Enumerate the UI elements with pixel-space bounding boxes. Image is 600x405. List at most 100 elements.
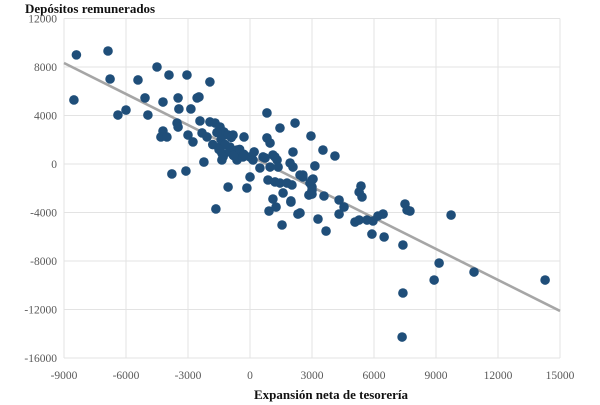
y-tick-label: 12000 bbox=[28, 14, 57, 26]
y-tick-label: -8000 bbox=[30, 256, 57, 268]
data-point bbox=[288, 162, 298, 172]
data-point bbox=[540, 275, 550, 285]
data-point bbox=[162, 132, 172, 142]
data-point bbox=[318, 145, 328, 155]
data-point bbox=[239, 132, 249, 142]
data-point bbox=[268, 194, 278, 204]
data-point bbox=[195, 116, 205, 126]
data-point bbox=[228, 150, 239, 161]
data-point bbox=[182, 70, 192, 80]
data-point bbox=[339, 202, 349, 212]
data-point bbox=[405, 206, 415, 216]
data-point bbox=[265, 162, 275, 172]
data-point bbox=[121, 105, 131, 115]
data-point bbox=[306, 131, 316, 141]
data-point bbox=[354, 215, 364, 225]
x-tick-label: 6000 bbox=[363, 370, 386, 382]
data-point bbox=[330, 151, 340, 161]
y-axis-ticks: 12000 8000 4000 0 -4000 -8000 -12000 -16000 bbox=[24, 14, 57, 366]
data-point bbox=[295, 208, 305, 218]
x-tick-label: 9000 bbox=[425, 370, 448, 382]
x-tick-label: -3000 bbox=[175, 370, 202, 382]
data-point bbox=[105, 74, 115, 84]
data-point bbox=[242, 183, 252, 193]
data-point bbox=[226, 132, 237, 143]
data-point bbox=[211, 204, 221, 214]
data-point bbox=[278, 188, 288, 198]
data-point bbox=[239, 149, 249, 160]
data-point bbox=[113, 110, 123, 120]
data-point bbox=[446, 210, 456, 220]
data-point bbox=[143, 110, 153, 120]
data-point bbox=[398, 288, 408, 298]
data-point bbox=[174, 104, 184, 114]
data-point bbox=[357, 192, 367, 202]
data-point bbox=[271, 202, 281, 212]
data-point bbox=[275, 123, 285, 133]
data-point bbox=[265, 138, 275, 148]
x-tick-label: -9000 bbox=[51, 370, 78, 382]
x-axis-ticks: -9000 -6000 -3000 0 3000 6000 9000 12000 15000 bbox=[51, 370, 575, 382]
data-point bbox=[275, 178, 285, 188]
data-point bbox=[194, 92, 204, 102]
data-point bbox=[378, 209, 388, 219]
data-point bbox=[152, 62, 162, 72]
data-point bbox=[277, 220, 287, 230]
y-tick-label: 8000 bbox=[34, 62, 57, 74]
data-point bbox=[181, 166, 191, 176]
data-point bbox=[288, 147, 298, 157]
data-point bbox=[69, 95, 79, 105]
data-point bbox=[214, 144, 224, 155]
data-point bbox=[270, 152, 280, 162]
x-tick-label: -6000 bbox=[113, 370, 140, 382]
data-point bbox=[164, 70, 174, 80]
data-point bbox=[273, 162, 283, 172]
x-tick-label: 0 bbox=[247, 370, 253, 382]
y-tick-label: 4000 bbox=[34, 111, 57, 123]
chart-title: Depósitos remunerados bbox=[25, 1, 155, 16]
data-point bbox=[290, 118, 300, 128]
data-point bbox=[398, 240, 408, 250]
data-point bbox=[133, 75, 143, 85]
x-axis-label: Expansión neta de tesorería bbox=[254, 387, 408, 402]
data-point bbox=[469, 267, 479, 277]
data-point bbox=[286, 196, 296, 206]
x-tick-label: 15000 bbox=[546, 370, 575, 382]
data-point bbox=[223, 182, 233, 192]
y-tick-label: -12000 bbox=[24, 305, 57, 317]
data-point bbox=[264, 206, 274, 216]
data-point bbox=[158, 97, 168, 107]
x-tick-label: 12000 bbox=[484, 370, 513, 382]
data-point bbox=[188, 137, 198, 147]
data-point bbox=[260, 153, 270, 163]
y-tick-label: -4000 bbox=[30, 208, 57, 220]
data-point bbox=[248, 155, 258, 165]
x-tick-label: 3000 bbox=[301, 370, 324, 382]
data-point bbox=[307, 185, 317, 195]
data-point bbox=[140, 93, 150, 103]
y-tick-label: -16000 bbox=[24, 353, 57, 365]
data-points bbox=[69, 46, 550, 342]
data-point bbox=[287, 180, 297, 190]
data-point bbox=[183, 130, 193, 140]
data-point bbox=[173, 122, 183, 132]
data-point bbox=[245, 172, 255, 182]
data-point bbox=[397, 332, 407, 342]
data-point bbox=[310, 161, 320, 171]
data-point bbox=[319, 191, 329, 201]
data-point bbox=[205, 77, 215, 87]
data-point bbox=[429, 275, 439, 285]
data-point bbox=[173, 93, 183, 103]
data-point bbox=[71, 50, 82, 60]
data-point bbox=[434, 258, 444, 268]
data-point bbox=[298, 172, 308, 182]
data-point bbox=[367, 229, 377, 239]
data-point bbox=[262, 108, 272, 118]
data-point bbox=[167, 169, 177, 179]
data-point bbox=[321, 226, 331, 236]
y-tick-label: 0 bbox=[51, 159, 57, 171]
data-point bbox=[334, 209, 344, 219]
data-point bbox=[212, 127, 222, 138]
data-point bbox=[218, 151, 228, 162]
